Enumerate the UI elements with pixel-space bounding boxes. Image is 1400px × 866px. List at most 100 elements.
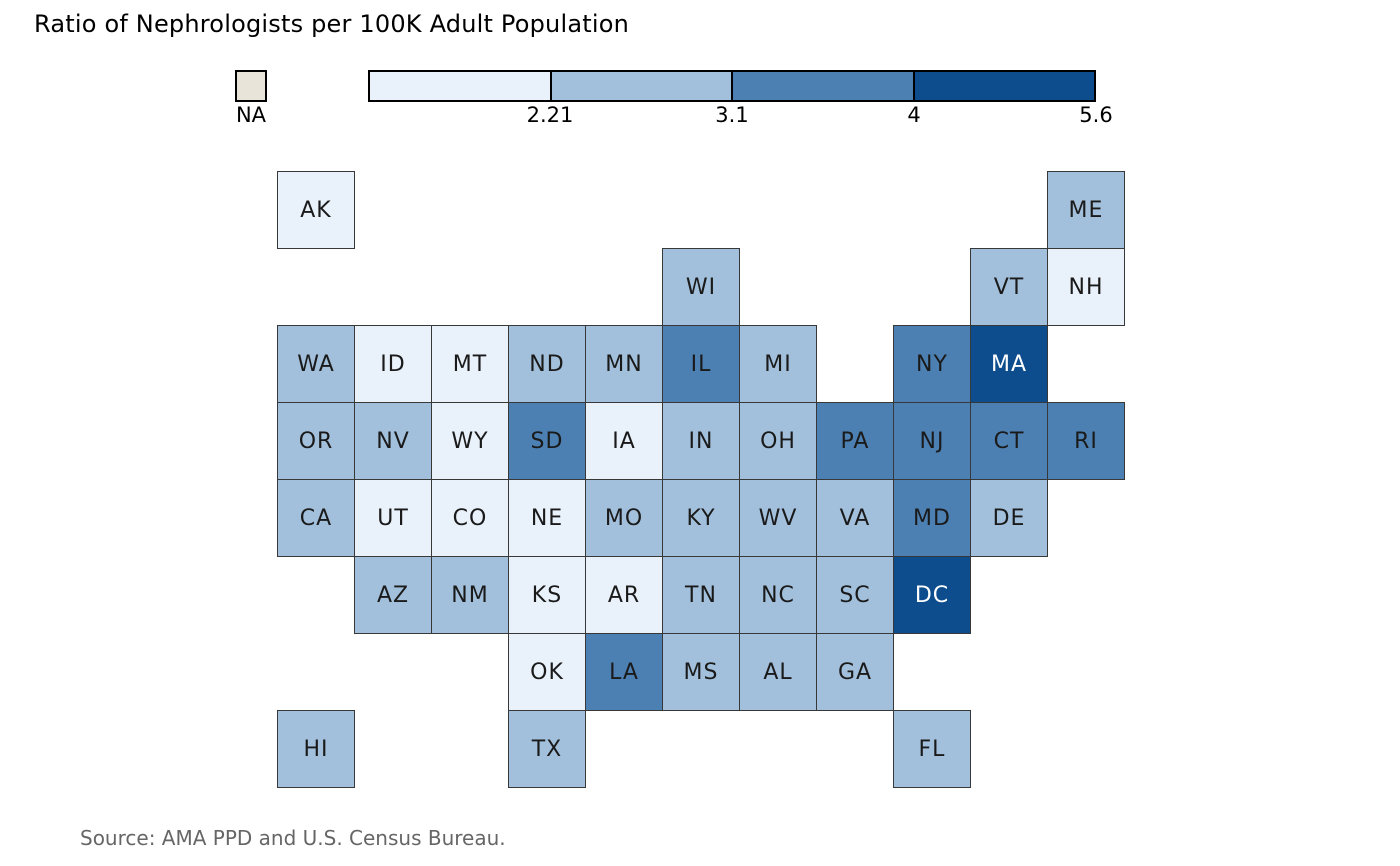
state-tile-va: VA: [816, 479, 894, 557]
state-label: CO: [452, 505, 488, 531]
state-label: TN: [685, 582, 717, 608]
state-label: WA: [297, 351, 335, 377]
state-label: KS: [531, 582, 563, 608]
state-tile-az: AZ: [354, 556, 432, 634]
state-tile-ar: AR: [585, 556, 663, 634]
legend-na-swatch: [235, 70, 267, 102]
state-tile-mo: MO: [585, 479, 663, 557]
source-note: Source: AMA PPD and U.S. Census Bureau.: [80, 826, 506, 850]
state-label: MA: [990, 351, 1028, 377]
state-tile-mn: MN: [585, 325, 663, 403]
state-tile-in: IN: [662, 402, 740, 480]
state-label: DC: [914, 582, 950, 608]
state-label: WI: [685, 274, 717, 300]
state-tile-la: LA: [585, 633, 663, 711]
state-label: NM: [451, 582, 489, 608]
state-label: AZ: [376, 582, 410, 608]
state-label: TX: [531, 736, 563, 762]
state-tile-dc: DC: [893, 556, 971, 634]
state-tile-me: ME: [1047, 171, 1125, 249]
state-tile-wa: WA: [277, 325, 355, 403]
state-tile-ut: UT: [354, 479, 432, 557]
state-tile-hi: HI: [277, 710, 355, 788]
state-label: VT: [993, 274, 1025, 300]
state-tile-il: IL: [662, 325, 740, 403]
state-tile-ms: MS: [662, 633, 740, 711]
state-label: MD: [913, 505, 951, 531]
state-tile-ct: CT: [970, 402, 1048, 480]
state-label: MT: [452, 351, 488, 377]
state-tile-nh: NH: [1047, 248, 1125, 326]
legend-segment-4: [912, 72, 1094, 100]
state-label: OR: [298, 428, 334, 454]
state-tile-ma: MA: [970, 325, 1048, 403]
state-tile-ak: AK: [277, 171, 355, 249]
state-label: LA: [609, 659, 639, 685]
state-label: GA: [837, 659, 873, 685]
state-tile-sd: SD: [508, 402, 586, 480]
state-tile-vt: VT: [970, 248, 1048, 326]
state-label: VA: [839, 505, 871, 531]
state-tile-ri: RI: [1047, 402, 1125, 480]
state-label: NJ: [919, 428, 945, 454]
state-label: ME: [1068, 197, 1104, 223]
state-label: NE: [530, 505, 564, 531]
legend-tick-label: 3.1: [715, 103, 749, 127]
state-tile-id: ID: [354, 325, 432, 403]
state-tile-tx: TX: [508, 710, 586, 788]
state-label: AL: [763, 659, 793, 685]
state-label: ND: [529, 351, 565, 377]
state-label: SD: [530, 428, 564, 454]
state-label: CT: [993, 428, 1025, 454]
state-tile-or: OR: [277, 402, 355, 480]
state-tile-nd: ND: [508, 325, 586, 403]
state-label: CA: [299, 505, 333, 531]
state-label: WV: [758, 505, 798, 531]
state-label: PA: [840, 428, 870, 454]
legend-segment-2: [549, 72, 731, 100]
state-label: MS: [683, 659, 719, 685]
state-label: ID: [380, 351, 406, 377]
state-tile-wv: WV: [739, 479, 817, 557]
legend-tick-label: 5.6: [1079, 103, 1113, 127]
state-tile-ga: GA: [816, 633, 894, 711]
state-label: IN: [688, 428, 714, 454]
state-label: RI: [1074, 428, 1098, 454]
state-tile-de: DE: [970, 479, 1048, 557]
state-tile-nj: NJ: [893, 402, 971, 480]
chart-title: Ratio of Nephrologists per 100K Adult Po…: [34, 10, 630, 38]
state-label: OK: [530, 659, 564, 685]
state-label: SC: [839, 582, 871, 608]
state-label: NC: [761, 582, 795, 608]
state-tile-fl: FL: [893, 710, 971, 788]
state-tile-ne: NE: [508, 479, 586, 557]
state-tile-pa: PA: [816, 402, 894, 480]
state-tile-ca: CA: [277, 479, 355, 557]
state-tile-md: MD: [893, 479, 971, 557]
state-tile-nm: NM: [431, 556, 509, 634]
state-tile-wy: WY: [431, 402, 509, 480]
state-label: NH: [1068, 274, 1104, 300]
state-tile-ny: NY: [893, 325, 971, 403]
state-tile-ky: KY: [662, 479, 740, 557]
state-label: WY: [451, 428, 489, 454]
state-label: IL: [690, 351, 712, 377]
state-label: MO: [604, 505, 644, 531]
legend-segment-3: [731, 72, 913, 100]
legend-na-label: NA: [235, 103, 267, 127]
state-label: DE: [992, 505, 1026, 531]
state-tile-ok: OK: [508, 633, 586, 711]
state-tile-co: CO: [431, 479, 509, 557]
state-tile-oh: OH: [739, 402, 817, 480]
state-tile-mt: MT: [431, 325, 509, 403]
state-label: AK: [300, 197, 332, 223]
state-tile-al: AL: [739, 633, 817, 711]
legend-color-bar: [368, 70, 1096, 102]
state-tile-ia: IA: [585, 402, 663, 480]
state-label: UT: [377, 505, 409, 531]
state-label: HI: [303, 736, 329, 762]
state-label: KY: [686, 505, 716, 531]
state-label: AR: [607, 582, 641, 608]
state-label: FL: [918, 736, 946, 762]
